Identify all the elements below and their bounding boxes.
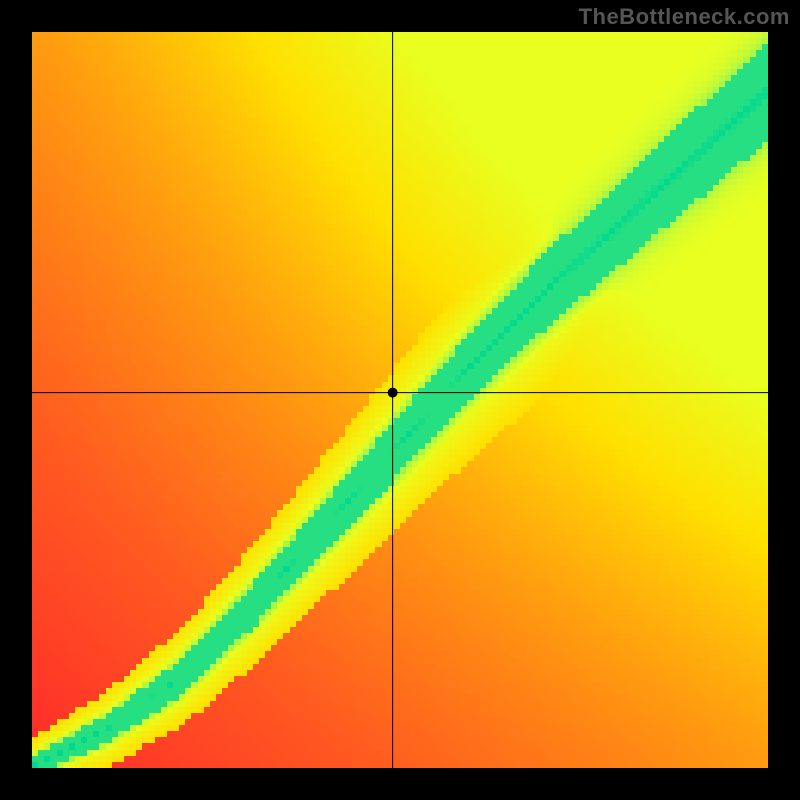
- heatmap-canvas: [32, 32, 768, 768]
- attribution-label: TheBottleneck.com: [579, 4, 790, 30]
- chart-container: TheBottleneck.com: [0, 0, 800, 800]
